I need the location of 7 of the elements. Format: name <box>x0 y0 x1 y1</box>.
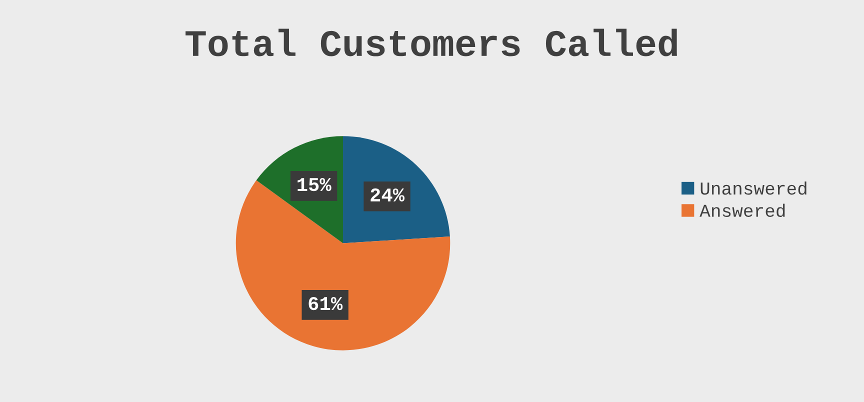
data-label: 61% <box>308 296 343 310</box>
data-label: 24% <box>370 188 405 202</box>
pie-slice <box>236 180 450 350</box>
data-label: 15% <box>298 178 332 192</box>
legend-label: Answered <box>700 204 785 218</box>
chart-title: Total Customers Called <box>186 28 677 56</box>
legend-label: Unanswered <box>700 181 806 195</box>
